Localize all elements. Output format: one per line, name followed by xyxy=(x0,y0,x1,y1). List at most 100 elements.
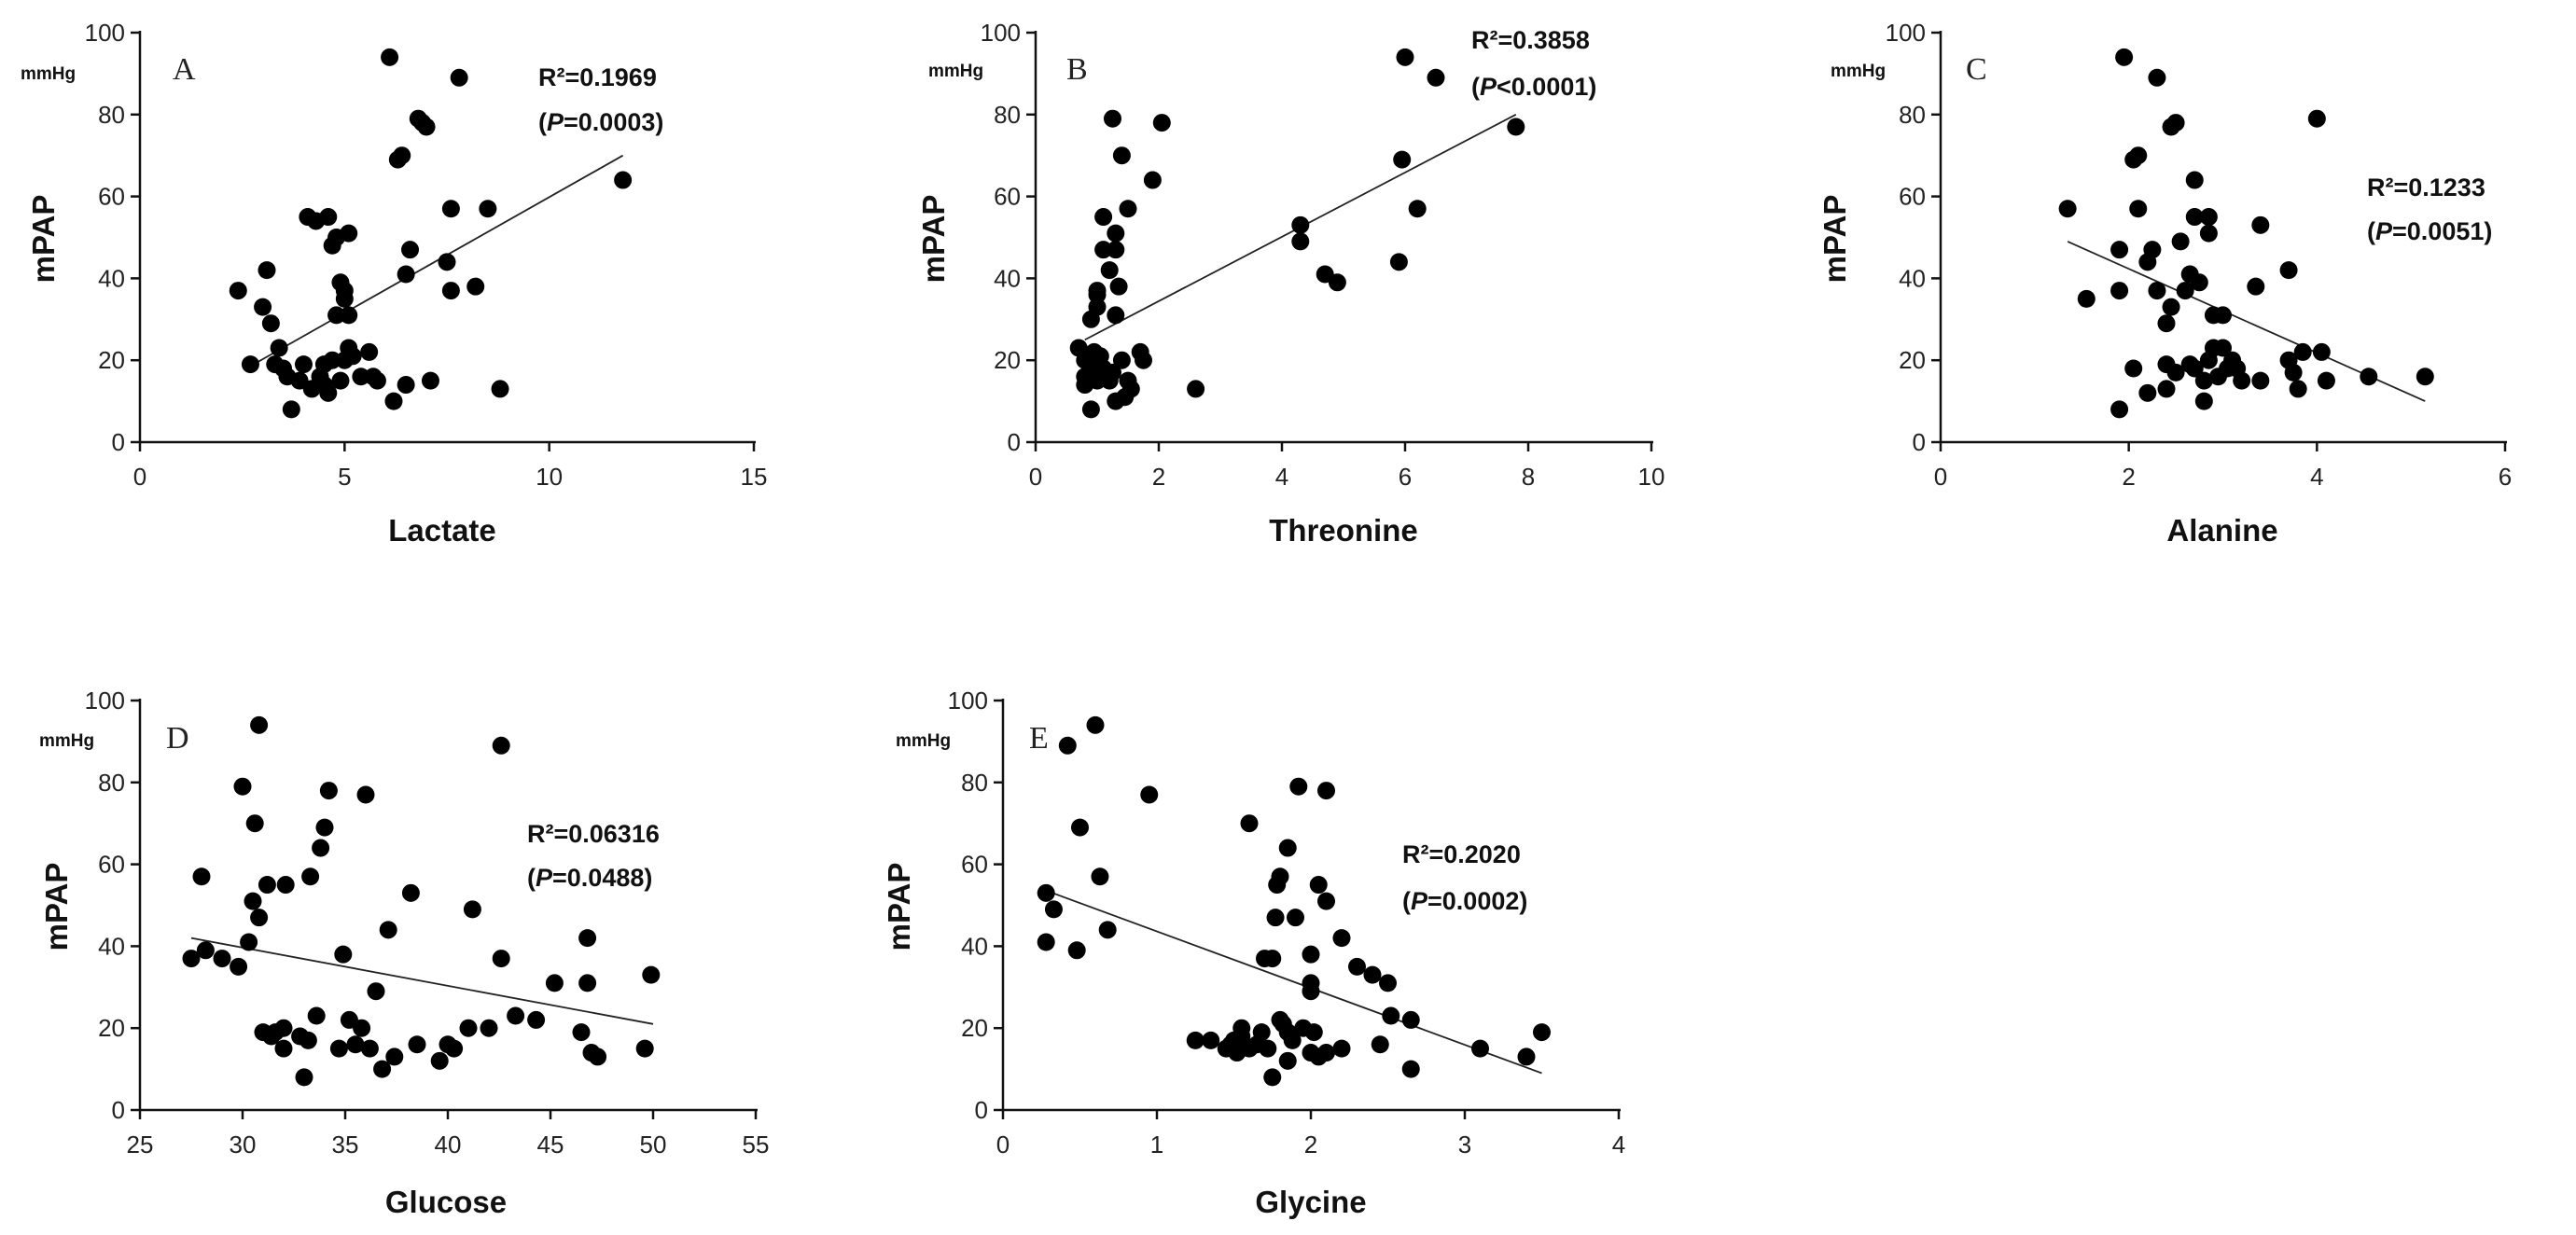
panel-c-y-tick-label: 60 xyxy=(1899,183,1926,211)
panel-d-y-tick-label: 100 xyxy=(85,687,125,715)
panel-e-data-point xyxy=(1332,1039,1351,1058)
panel-b-data-point xyxy=(1389,253,1408,271)
panel-c-data-point xyxy=(2138,383,2157,402)
panel-a-data-point xyxy=(335,289,354,308)
panel-b-data-point xyxy=(1396,48,1414,66)
panel-b-ylabel: mPAP xyxy=(916,195,951,284)
panel-c-data-point xyxy=(2233,371,2251,390)
panel-a-ylabel: mPAP xyxy=(26,195,61,284)
panel-c-x-tick-label: 2 xyxy=(2122,463,2135,491)
panel-d-data-point xyxy=(295,1068,313,1087)
panel-b-data-point xyxy=(1135,351,1152,369)
panel-e-data-point xyxy=(1044,900,1063,919)
panel-c-data-point xyxy=(2251,371,2270,390)
panel-b-p-value: (P<0.0001) xyxy=(1471,73,1596,101)
panel-b-x-tick-label: 10 xyxy=(1638,463,1665,491)
panel-d-data-point xyxy=(578,974,597,992)
panel-e-y-tick-label: 100 xyxy=(948,687,988,715)
panel-c-data-point xyxy=(2129,200,2148,218)
panel-e-fit-layer xyxy=(1040,888,1542,1075)
panel-e-data-point xyxy=(1379,974,1397,992)
panel-d-y-unit: mmHg xyxy=(39,731,94,751)
panel-d-data-point xyxy=(445,1039,464,1058)
panel-e-data-point xyxy=(1332,929,1351,948)
panel-d-data-point xyxy=(642,965,661,984)
panel-e-data-point xyxy=(1401,1010,1420,1029)
panel-e-data-point xyxy=(1278,839,1297,857)
panel-d-y-tick-label: 40 xyxy=(98,932,125,960)
panel-d-data-point xyxy=(635,1039,654,1058)
panel-d-xlabel: Glucose xyxy=(385,1185,507,1219)
panel-d-ylabel: mPAP xyxy=(39,863,74,951)
panel-e-data-point xyxy=(1304,1023,1323,1042)
panel-c-x-tick-label: 6 xyxy=(2499,463,2512,491)
panel-d-data-point xyxy=(379,921,397,939)
panel-c-data-point xyxy=(2293,342,2312,361)
panel-c-data-point xyxy=(2307,109,2326,128)
panel-b-y-tick-label: 40 xyxy=(994,264,1021,292)
panel-d-data-point xyxy=(245,814,264,833)
panel-a-data-point xyxy=(319,383,338,402)
panel-a-x-tick-label: 5 xyxy=(338,463,351,491)
panel-b-x-tick-label: 8 xyxy=(1522,463,1535,491)
panel-b-data-point xyxy=(1121,380,1140,398)
panel-d-axes: 0 20 40 60 80 100 25 30 35 40 45 50 55 xyxy=(85,687,770,1159)
panel-e-points xyxy=(1037,715,1551,1087)
panel-e-data-point xyxy=(1283,1031,1302,1049)
panel-d-data-point xyxy=(329,1039,348,1058)
panel-b-data-point xyxy=(1119,200,1137,218)
panel-c-data-point xyxy=(2199,208,2218,227)
panel-b-data-point xyxy=(1107,224,1125,243)
panel-e-data-point xyxy=(1309,876,1328,895)
panel-c-xlabel: Alanine xyxy=(2166,513,2277,548)
panel-e-data-point xyxy=(1371,1035,1389,1054)
panel-c-data-point xyxy=(2124,359,2143,378)
panel-b: 0 20 40 60 80 100 0 2 4 6 8 10 mmHg B R²=0.3858 (P<… xyxy=(916,19,1664,548)
panel-d-data-point xyxy=(274,1019,293,1037)
panel-e-p-value: (P=0.0002) xyxy=(1402,887,1527,915)
panel-e-ylabel: mPAP xyxy=(882,863,916,951)
panel-e-y-tick-label: 20 xyxy=(961,1014,988,1042)
panel-d-y-tick-label: 20 xyxy=(98,1014,125,1042)
panel-d: 0 20 40 60 80 100 25 30 35 40 45 50 55 mmHg D R²=0.0… xyxy=(39,687,769,1219)
panel-d-data-point xyxy=(360,1039,379,1058)
panel-d-data-point xyxy=(230,957,248,976)
panel-e-data-point xyxy=(1202,1031,1220,1049)
panel-d-data-point xyxy=(589,1048,607,1066)
panel-a-data-point xyxy=(241,355,259,374)
panel-c-data-point xyxy=(2157,314,2176,333)
panel-c-y-tick-label: 80 xyxy=(1899,101,1926,129)
panel-c-label: C xyxy=(1966,52,1987,87)
panel-c-data-point xyxy=(2110,282,2129,300)
panel-b-y-tick-label: 60 xyxy=(994,183,1021,211)
panel-c-data-point xyxy=(2185,208,2204,227)
panel-e-data-point xyxy=(1071,818,1089,837)
panel-c-data-point xyxy=(2110,241,2129,259)
panel-a-x-tick-label: 15 xyxy=(741,463,768,491)
panel-d-data-point xyxy=(258,876,276,895)
panel-d-data-point xyxy=(353,1019,371,1037)
panel-d-data-point xyxy=(492,950,510,968)
panel-d-data-point xyxy=(233,777,252,796)
panel-d-data-point xyxy=(334,945,353,964)
panel-d-data-point xyxy=(319,782,338,800)
panel-e-data-point xyxy=(1098,921,1117,939)
panel-d-data-point xyxy=(356,785,375,804)
panel-b-data-point xyxy=(1104,109,1121,128)
panel-e-data-point xyxy=(1401,1060,1420,1078)
panel-a-data-point xyxy=(614,171,633,189)
panel-a-xlabel: Lactate xyxy=(388,513,496,548)
panel-b-data-point xyxy=(1393,150,1412,169)
panel-d-data-point xyxy=(240,933,258,951)
panel-d-data-point xyxy=(250,715,269,734)
panel-e-label: E xyxy=(1029,721,1049,756)
panel-d-data-point xyxy=(385,1048,404,1066)
panel-d-data-point xyxy=(276,876,295,895)
panel-a-data-point xyxy=(229,282,247,300)
panel-e-data-point xyxy=(1263,1068,1282,1087)
panel-e-data-point xyxy=(1186,1031,1204,1049)
panel-c-y-tick-label: 100 xyxy=(1886,19,1926,47)
panel-e-data-point xyxy=(1271,867,1289,886)
panel-d-data-point xyxy=(527,1010,546,1029)
